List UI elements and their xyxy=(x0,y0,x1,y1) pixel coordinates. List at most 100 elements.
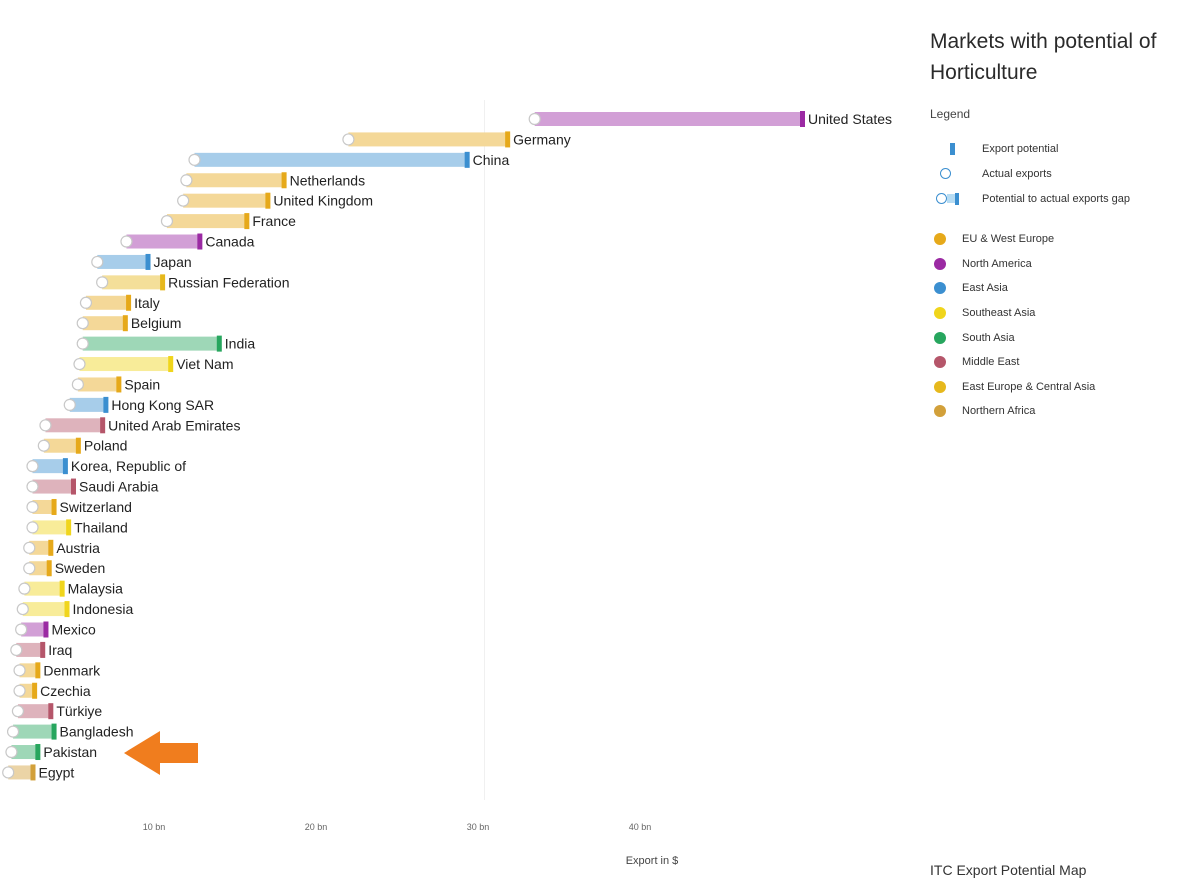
actual-marker xyxy=(23,562,36,575)
legend-panel: Markets with potential of Horticulture L… xyxy=(930,0,1180,880)
country-label: Denmark xyxy=(43,662,101,678)
country-label: Spain xyxy=(124,376,160,392)
actual-marker xyxy=(91,255,104,269)
actual-marker xyxy=(16,602,29,616)
legend-item-actual-exports[interactable]: Actual exports xyxy=(930,161,1180,186)
actual-marker xyxy=(18,582,31,595)
potential-marker xyxy=(46,560,52,577)
region-dot-icon xyxy=(934,380,946,393)
region-label: North America xyxy=(962,257,1032,270)
potential-marker xyxy=(43,621,49,638)
actual-marker xyxy=(79,296,93,309)
region-item-east-europe-central-asia[interactable]: East Europe & Central Asia xyxy=(930,375,1180,400)
gap-bar xyxy=(69,397,106,412)
actual-marker xyxy=(6,725,20,738)
potential-marker xyxy=(48,703,54,720)
potential-marker xyxy=(71,478,76,495)
country-label: Indonesia xyxy=(73,601,134,617)
gap-bar xyxy=(32,499,54,514)
gap-bar xyxy=(45,418,103,433)
x-tick-label: 10 bn xyxy=(143,822,166,832)
actual-marker xyxy=(13,684,26,697)
gap-bar xyxy=(186,173,284,188)
potential-marker xyxy=(116,376,122,393)
gap-bar xyxy=(16,642,43,657)
country-label: Viet Nam xyxy=(176,356,233,372)
region-dot-icon xyxy=(934,233,946,246)
potential-marker xyxy=(100,417,106,434)
potential-marker xyxy=(59,580,65,597)
actual-marker xyxy=(63,398,76,411)
gap-bar xyxy=(82,336,219,351)
country-label: Pakistan xyxy=(43,744,97,760)
region-dot-icon xyxy=(934,405,946,418)
potential-marker xyxy=(197,233,203,250)
actual-marker xyxy=(26,500,39,514)
potential-marker xyxy=(505,131,511,148)
gap-bar xyxy=(17,704,51,719)
potential-marker xyxy=(75,437,81,454)
x-axis-title: Export in $ xyxy=(626,855,679,867)
actual-marker xyxy=(26,460,39,473)
legend-item-gap[interactable]: Potential to actual exports gap xyxy=(930,186,1180,211)
country-label: India xyxy=(225,336,256,352)
gap-bar xyxy=(79,357,171,372)
country-label: Saudi Arabia xyxy=(79,479,159,495)
region-dot-icon xyxy=(934,331,946,344)
potential-marker xyxy=(32,682,38,699)
gap-bar-icon xyxy=(930,192,964,206)
region-legend: EU & West Europe North America East Asia… xyxy=(930,227,1180,424)
actual-marker xyxy=(180,174,193,187)
actual-marker xyxy=(5,745,18,759)
potential-marker xyxy=(244,213,250,230)
actual-marker xyxy=(39,419,52,432)
legend-item-export-potential[interactable]: Export potential xyxy=(930,136,1180,161)
country-label: Germany xyxy=(513,131,571,147)
region-label: South Asia xyxy=(962,331,1015,344)
gap-bar xyxy=(43,438,78,453)
actual-marker xyxy=(342,133,355,146)
region-item-east-asia[interactable]: East Asia xyxy=(930,276,1180,301)
potential-marker xyxy=(126,294,132,311)
actual-marker xyxy=(11,705,25,718)
region-item-south-asia[interactable]: South Asia xyxy=(930,325,1180,350)
region-dot-icon xyxy=(934,257,946,270)
region-item-northern-africa[interactable]: Northern Africa xyxy=(930,399,1180,424)
potential-marker xyxy=(281,172,287,189)
country-label: Türkiye xyxy=(56,703,102,719)
country-label: Japan xyxy=(154,254,192,270)
region-item-southeast-asia[interactable]: Southeast Asia xyxy=(930,301,1180,326)
legend-label: Export potential xyxy=(982,142,1059,155)
gap-bar xyxy=(126,234,200,249)
actual-marker xyxy=(96,276,109,289)
region-item-north-america[interactable]: North America xyxy=(930,252,1180,277)
region-item-eu-west-europe[interactable]: EU & West Europe xyxy=(930,227,1180,252)
country-label: Italy xyxy=(134,295,160,311)
country-label: Korea, Republic of xyxy=(71,458,186,474)
actual-marker xyxy=(177,194,190,207)
potential-bar-icon xyxy=(930,142,964,156)
gap-bar xyxy=(32,520,69,535)
actual-marker xyxy=(76,317,89,330)
gap-bar xyxy=(32,459,65,474)
region-label: Northern Africa xyxy=(962,405,1036,418)
potential-marker xyxy=(464,151,470,168)
region-dot-icon xyxy=(934,282,946,295)
gap-bar xyxy=(29,540,51,555)
actual-marker xyxy=(13,664,26,677)
gap-bar xyxy=(348,132,508,147)
gap-bar xyxy=(194,152,467,167)
potential-marker xyxy=(48,539,54,556)
potential-marker xyxy=(30,764,36,781)
region-dot-icon xyxy=(934,307,946,320)
gap-bar xyxy=(32,479,73,494)
region-item-middle-east[interactable]: Middle East xyxy=(930,350,1180,375)
legend-symbols: Export potential Actual exports Potentia… xyxy=(930,136,1180,211)
country-label: Switzerland xyxy=(60,499,132,515)
potential-marker xyxy=(160,274,166,291)
actual-marker xyxy=(23,541,36,554)
potential-marker xyxy=(66,519,72,536)
country-label: United Arab Emirates xyxy=(108,417,240,433)
country-label: Sweden xyxy=(55,560,106,576)
country-label: Canada xyxy=(205,234,254,250)
